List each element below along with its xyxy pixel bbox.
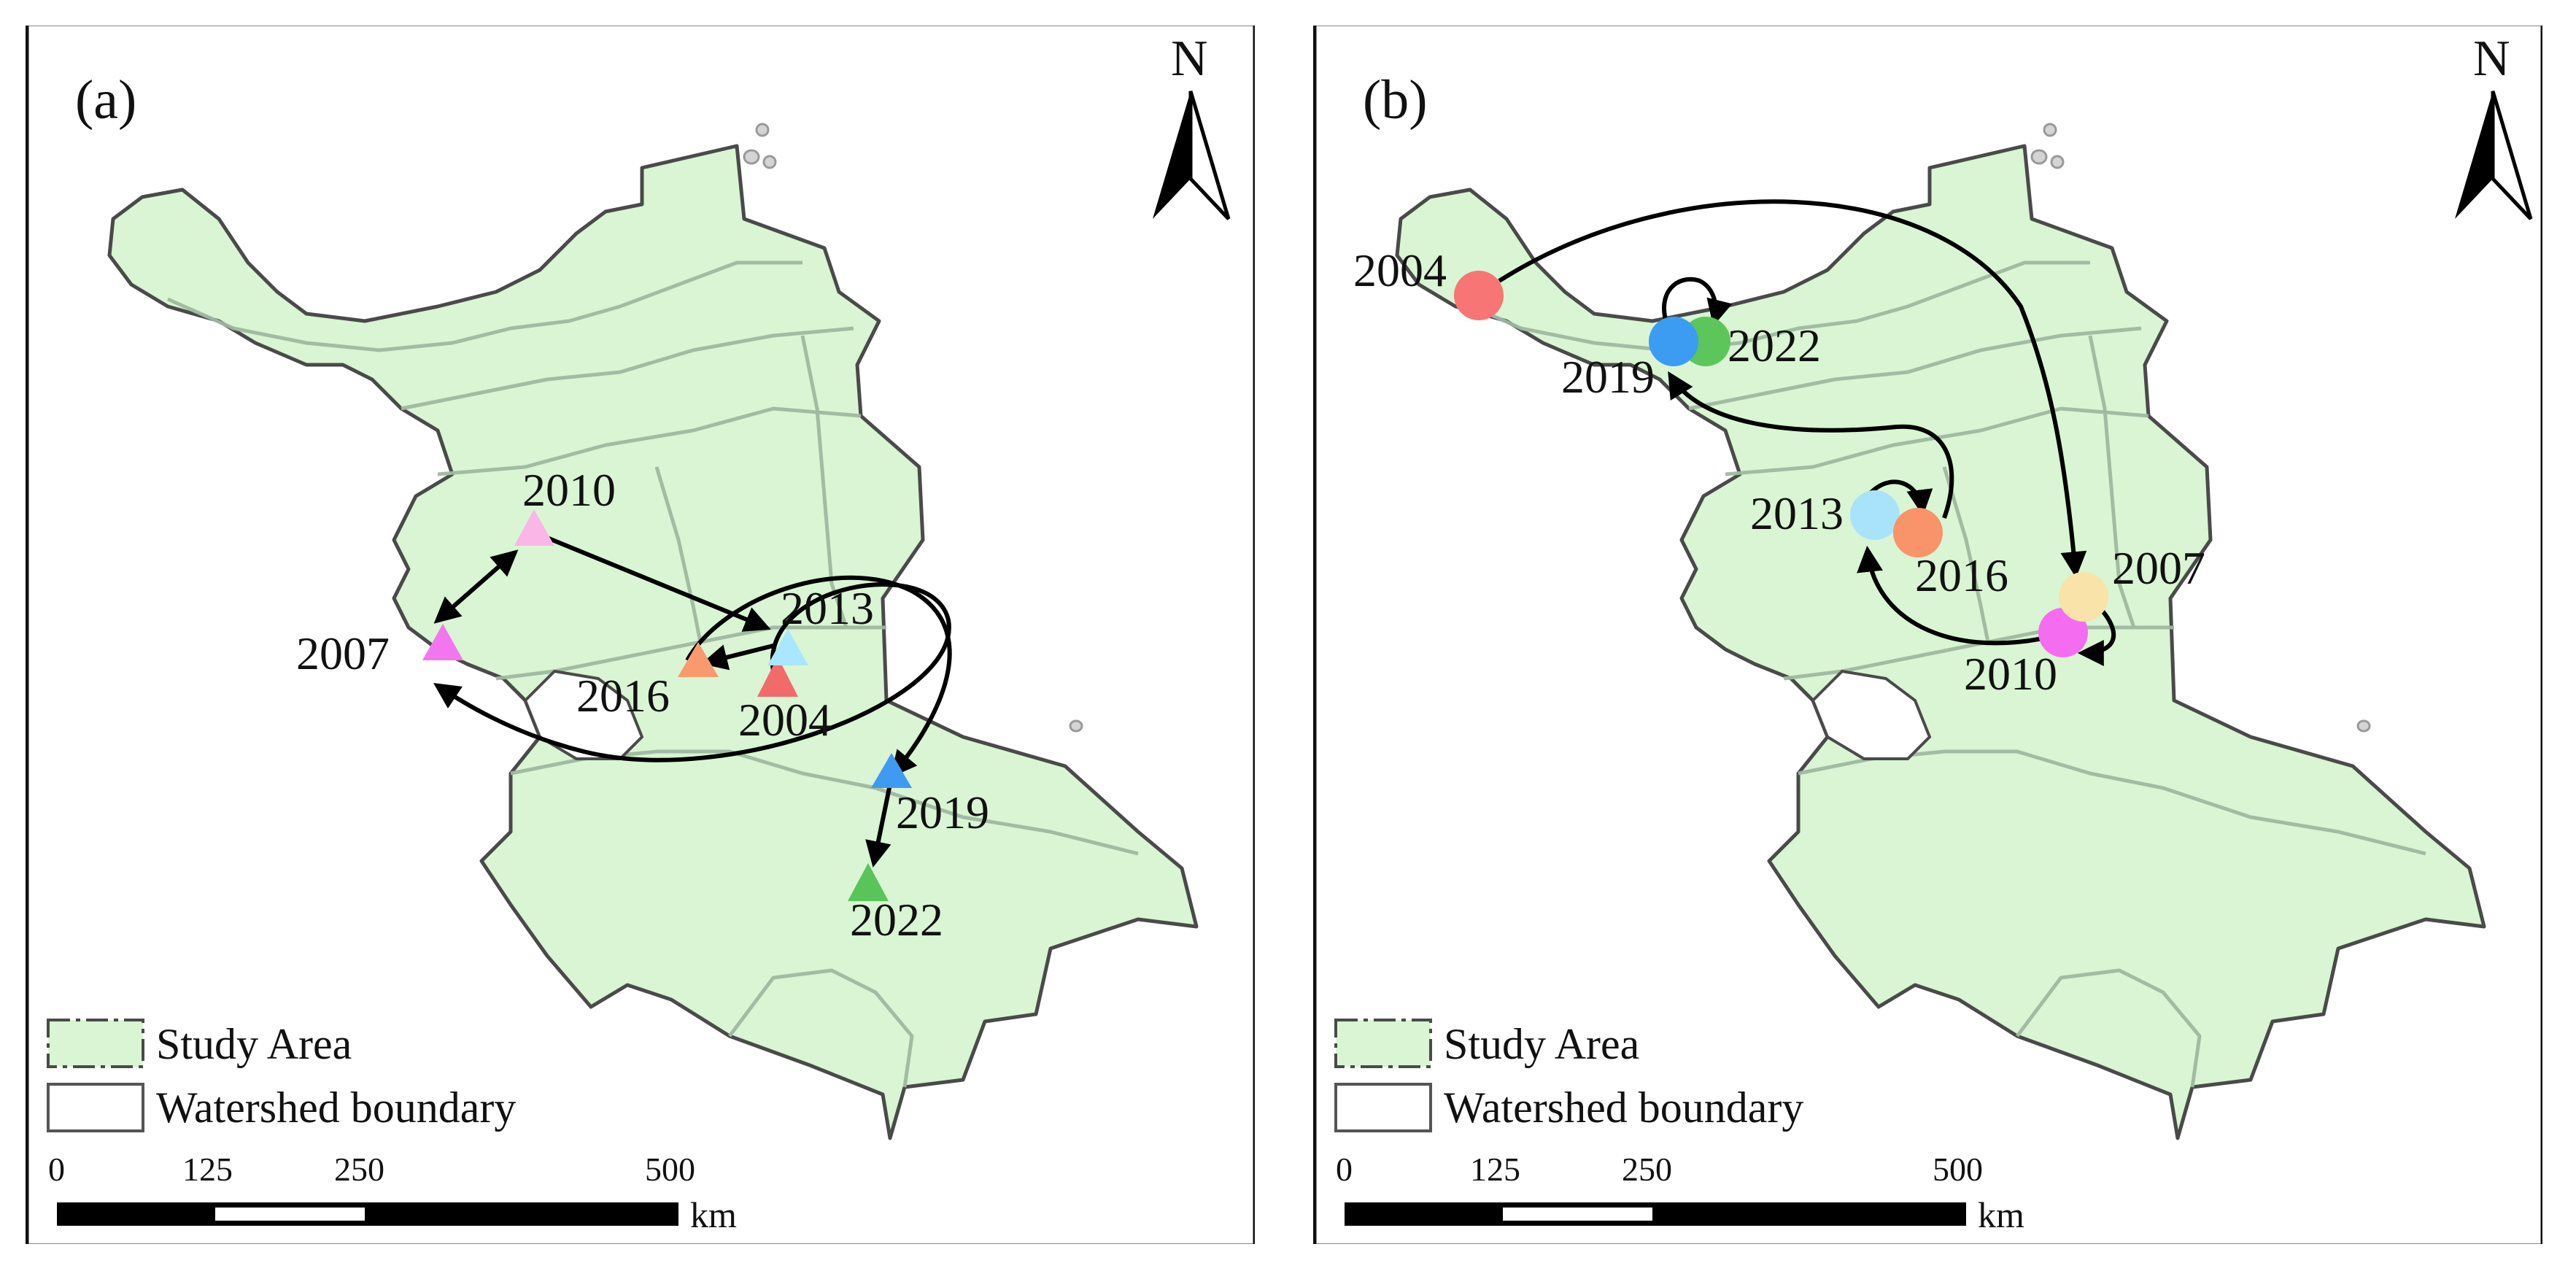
north-label: N bbox=[1171, 31, 1208, 87]
panel-b-year-2022: 2022 bbox=[1728, 320, 1821, 371]
panel-a-marker-2007 bbox=[422, 624, 463, 660]
panel-b-arrow-2019-2022 bbox=[1662, 277, 1733, 326]
panel-b-year-2010: 2010 bbox=[1964, 648, 2057, 700]
panel-b-marker-2004 bbox=[1454, 271, 1504, 320]
panel-b-arrow-2007-2010 bbox=[2077, 608, 2116, 666]
panel-a-islet bbox=[762, 155, 777, 169]
legend-watershed-label: Watershed boundary bbox=[1444, 1083, 1803, 1132]
scale-tick-0: 0 bbox=[1336, 1151, 1353, 1188]
panel-b-islet bbox=[2050, 155, 2065, 169]
panel-a-islet bbox=[743, 149, 760, 165]
panel-b-marker-2016 bbox=[1893, 508, 1943, 557]
panel-a-north-arrow: N bbox=[1153, 31, 1231, 220]
panel-b-marker-2007 bbox=[2059, 572, 2108, 622]
panel-b-year-2019: 2019 bbox=[1561, 351, 1655, 403]
scale-tick-125: 125 bbox=[182, 1151, 233, 1188]
panel-a-year-2004: 2004 bbox=[738, 694, 832, 746]
legend-watershed-swatch bbox=[47, 1083, 144, 1132]
panel-a-year-2013: 2013 bbox=[781, 582, 874, 634]
panel-b-year-2016: 2016 bbox=[1915, 549, 2008, 601]
panel-a-trajectory bbox=[433, 534, 952, 868]
panel-b-watershed-line bbox=[1688, 326, 2142, 411]
panel-b-watershed-line bbox=[2088, 335, 2136, 628]
panel-b-watershed-line bbox=[2016, 968, 2202, 1088]
panel-a-marker-2013 bbox=[767, 629, 808, 665]
panel-b-year-2007: 2007 bbox=[2112, 542, 2205, 594]
panel-a-watershed-line bbox=[728, 968, 914, 1088]
panel-b-year-2004: 2004 bbox=[1353, 244, 1447, 296]
panel-a-marker-2016 bbox=[678, 642, 719, 677]
panel-a-label: (a) bbox=[75, 69, 136, 131]
panel-b-marker-2013 bbox=[1850, 490, 1900, 540]
panel-b-lake bbox=[1811, 669, 1932, 760]
legend-study-area-label: Study Area bbox=[156, 1020, 352, 1068]
panel-b: 2004 2007 2010 2013 2016 2019 2022 (b) N… bbox=[1313, 26, 2542, 1244]
panel-b-north-arrow: N bbox=[2455, 31, 2533, 220]
panel-a-legend: Study Area Watershed boundary bbox=[47, 1019, 516, 1132]
panel-a-arrow-2004-2007 bbox=[433, 582, 951, 762]
scale-tick-125: 125 bbox=[1470, 1151, 1520, 1188]
north-label: N bbox=[2473, 31, 2510, 87]
panel-a-arrow-2016-2019 bbox=[685, 575, 952, 778]
panel-b-watershed-line bbox=[1454, 260, 2090, 352]
panel-a-islet bbox=[755, 123, 770, 137]
legend-study-area-swatch bbox=[1334, 1019, 1432, 1068]
panel-a-arrow-2013-2016 bbox=[701, 644, 774, 671]
panel-a-islet bbox=[1069, 719, 1083, 733]
panel-b-watershed-line bbox=[1942, 466, 1990, 643]
panel-a-marker-2022 bbox=[848, 863, 889, 901]
panel-b-markers bbox=[1454, 271, 2108, 657]
panel-b-islet bbox=[2030, 149, 2048, 165]
legend-watershed-label: Watershed boundary bbox=[156, 1083, 516, 1132]
legend-study-area-label: Study Area bbox=[1444, 1020, 1639, 1068]
scale-tick-0: 0 bbox=[48, 1151, 65, 1188]
panel-a-watershed-line bbox=[654, 466, 703, 643]
panel-a-watershed-line bbox=[437, 406, 862, 476]
panel-a-watershed-line bbox=[800, 335, 848, 628]
panel-b-label: (b) bbox=[1363, 69, 1428, 131]
panel-a-watershed-line bbox=[401, 326, 854, 411]
panel-a-year-2019: 2019 bbox=[896, 787, 989, 838]
panel-a-year-2010: 2010 bbox=[522, 464, 616, 516]
panel-a-year-2007: 2007 bbox=[296, 627, 390, 679]
legend-watershed-swatch bbox=[1334, 1083, 1432, 1132]
panel-a-scale-bar: 0 125 250 500 km bbox=[48, 1151, 737, 1235]
panel-a-marker-2010 bbox=[514, 509, 554, 546]
scale-tick-250: 250 bbox=[1622, 1151, 1672, 1188]
panel-b-arrow-2010-2013 bbox=[1857, 545, 2043, 646]
legend-study-area-swatch bbox=[47, 1019, 144, 1068]
panel-a-watershed-line bbox=[166, 260, 802, 352]
panel-a-marker-2019 bbox=[871, 753, 912, 788]
panel-b-arrow-2016-2019 bbox=[1668, 371, 1954, 519]
scale-tick-250: 250 bbox=[334, 1151, 384, 1188]
panel-a-arrow-2007-2010 bbox=[433, 549, 519, 624]
panel-b-marker-2019 bbox=[1649, 317, 1698, 366]
panel-a-arrow-2010-2013 bbox=[542, 534, 771, 632]
panel-b-legend: Study Area Watershed boundary bbox=[1334, 1019, 1803, 1132]
panel-b-arrow-2013-2016 bbox=[1865, 479, 1933, 517]
panel-b-scale-bar: 0 125 250 500 km bbox=[1336, 1151, 2024, 1235]
scale-tick-500: 500 bbox=[645, 1151, 695, 1188]
scale-tick-500: 500 bbox=[1933, 1151, 1983, 1188]
panel-a: 2004 2007 2010 2013 2016 2019 2022 (a) N… bbox=[26, 26, 1255, 1244]
panel-b-islet bbox=[2043, 123, 2057, 137]
panel-b-arrow-2004-2007 bbox=[1498, 199, 2087, 579]
panel-b-islet bbox=[2356, 719, 2371, 733]
panel-a-marker-2004 bbox=[757, 657, 798, 697]
panel-b-trajectory bbox=[1498, 199, 2116, 666]
panel-a-year-2016: 2016 bbox=[576, 670, 670, 722]
panel-a-year-2022: 2022 bbox=[850, 894, 943, 946]
panel-a-map bbox=[107, 123, 1199, 1140]
panel-a-markers bbox=[422, 509, 912, 901]
panel-b-year-2013: 2013 bbox=[1750, 487, 1844, 539]
scale-unit: km bbox=[1978, 1194, 2024, 1235]
panel-a-arrow-2019-2022 bbox=[865, 784, 892, 868]
scale-unit: km bbox=[690, 1194, 737, 1235]
